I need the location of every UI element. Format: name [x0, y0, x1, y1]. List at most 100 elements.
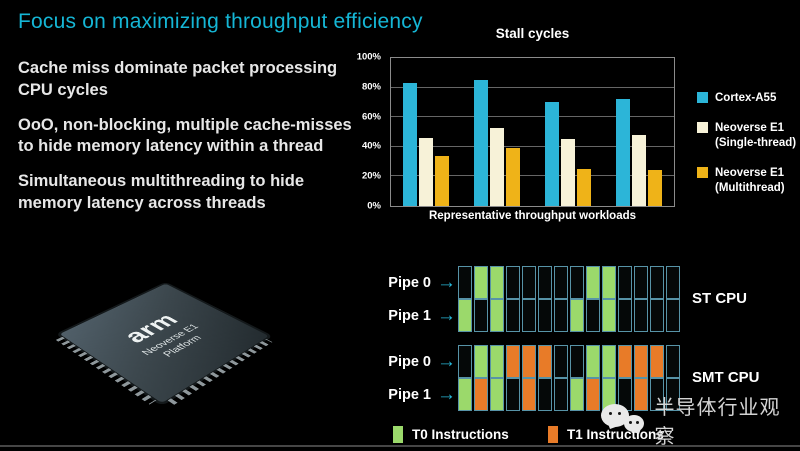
- pipeline-cell: [666, 378, 680, 411]
- bar: [577, 169, 591, 206]
- smt-cpu-label: SMT CPU: [692, 369, 760, 386]
- bar-group: [474, 58, 520, 206]
- wechat-bubble-large: [601, 404, 629, 427]
- st-cpu-label: ST CPU: [692, 290, 748, 307]
- pipeline-cell: [634, 345, 648, 378]
- pipeline-cell: [666, 266, 680, 299]
- pipeline-cell: [650, 345, 664, 378]
- pipeline-cell: [490, 299, 504, 332]
- legend-swatch: [697, 121, 708, 133]
- pipeline-cell: [474, 345, 488, 378]
- pipeline-cell: [618, 266, 632, 299]
- pipeline-cells-0: [458, 266, 680, 332]
- legend-swatch: [697, 166, 708, 178]
- pipe-label-text: Pipe 0: [388, 274, 431, 291]
- arrow-right-icon: →: [437, 272, 456, 293]
- bullet-1: Cache miss dominate packet processing CP…: [18, 59, 338, 99]
- legend-item: Cortex-A55: [697, 91, 796, 106]
- page-title: Focus on maximizing throughput efficienc…: [18, 10, 423, 33]
- pipeline-cell: [474, 266, 488, 299]
- chip-body: arm Neoverse E1 Platform: [55, 283, 273, 405]
- legend-item: Neoverse E1 (Single-thread): [697, 121, 796, 151]
- y-tick-label: 0%: [367, 200, 381, 212]
- pipeline-cell: [554, 345, 568, 378]
- arrow-right-icon: →: [437, 384, 456, 405]
- pipeline-cell: [586, 266, 600, 299]
- pipeline-cell: [506, 299, 520, 332]
- t1-legend-label: T1 Instructions: [567, 427, 664, 442]
- y-tick-label: 100%: [356, 51, 381, 63]
- bar: [403, 83, 417, 206]
- pipeline-cell: [554, 299, 568, 332]
- pipeline-cell: [634, 299, 648, 332]
- pipeline-cell: [506, 378, 520, 411]
- pipe-label: Pipe 0 →: [378, 345, 456, 378]
- pipeline-cell: [522, 345, 536, 378]
- pipeline-cell: [634, 266, 648, 299]
- t0-legend-item: T0 Instructions: [393, 426, 509, 443]
- pipeline-cell: [474, 378, 488, 411]
- bullet-2: OoO, non-blocking, multiple cache-misses…: [18, 115, 352, 156]
- pipeline-cell: [490, 266, 504, 299]
- bar-group: [616, 58, 662, 206]
- pipeline-cell: [618, 345, 632, 378]
- pipeline-cell: [570, 378, 584, 411]
- bar: [419, 137, 433, 206]
- pipeline-cell: [650, 266, 664, 299]
- bar: [506, 148, 520, 206]
- bar: [545, 102, 559, 206]
- pipeline-cell: [570, 345, 584, 378]
- pipeline-cell: [538, 345, 552, 378]
- stall-ylabels: 0% 20% 40% 60% 80% 100%: [348, 52, 386, 212]
- pipeline-cell: [522, 266, 536, 299]
- bar: [474, 80, 488, 206]
- pipe-label: Pipe 1 →: [378, 299, 456, 332]
- pipeline-cell: [650, 378, 664, 411]
- chart-legend: Cortex-A55 Neoverse E1 (Single-thread) Neov…: [697, 91, 796, 196]
- legend-item: Neoverse E1 (Multithread): [697, 166, 796, 196]
- wechat-icon: [601, 403, 647, 441]
- bar: [632, 134, 646, 206]
- bar: [490, 127, 504, 206]
- stall-plot: [390, 57, 675, 207]
- arrow-right-icon: →: [437, 351, 456, 372]
- pipeline-rows-0: Pipe 0 → Pipe 1 →: [378, 266, 456, 332]
- pipeline-cell: [602, 345, 616, 378]
- bar: [561, 139, 575, 206]
- footer-divider: [0, 445, 800, 447]
- pipe-label-text: Pipe 1: [388, 386, 431, 403]
- pipeline-cell: [474, 299, 488, 332]
- bar: [648, 170, 662, 206]
- bar-group: [403, 58, 449, 206]
- pipeline-cell: [538, 266, 552, 299]
- stall-bars: [391, 58, 674, 206]
- y-tick-label: 20%: [361, 170, 381, 182]
- arrow-right-icon: →: [437, 305, 456, 326]
- pipeline-cell: [522, 299, 536, 332]
- pipeline-cell: [538, 299, 552, 332]
- pipeline-cell: [634, 378, 648, 411]
- gridline: [391, 175, 674, 177]
- pipe-label: Pipe 0 →: [378, 266, 456, 299]
- legend-label: Cortex-A55: [715, 92, 777, 104]
- legend-swatch: [697, 92, 708, 103]
- pipeline-cell: [650, 299, 664, 332]
- pipeline-cell: [506, 345, 520, 378]
- wechat-bubble-small: [624, 415, 644, 432]
- t1-legend-item: T1 Instructions: [548, 426, 664, 443]
- pipeline-cell: [490, 378, 504, 411]
- legend-label: Neoverse E1 (Single-thread): [715, 121, 797, 149]
- pipeline-cell: [554, 378, 568, 411]
- chart-xlabel: Representative throughput workloads: [428, 210, 637, 222]
- pipeline-cell: [602, 266, 616, 299]
- pipeline-cell: [666, 345, 680, 378]
- gridline: [391, 116, 674, 118]
- pipe-label-text: Pipe 0: [388, 353, 431, 370]
- pipeline-rows-1: Pipe 0 → Pipe 1 →: [378, 345, 456, 411]
- gridline: [391, 86, 674, 88]
- pipe-label: Pipe 1 →: [378, 378, 456, 411]
- y-tick-label: 60%: [361, 111, 381, 123]
- pipeline-cell: [570, 299, 584, 332]
- pipeline-cell: [586, 345, 600, 378]
